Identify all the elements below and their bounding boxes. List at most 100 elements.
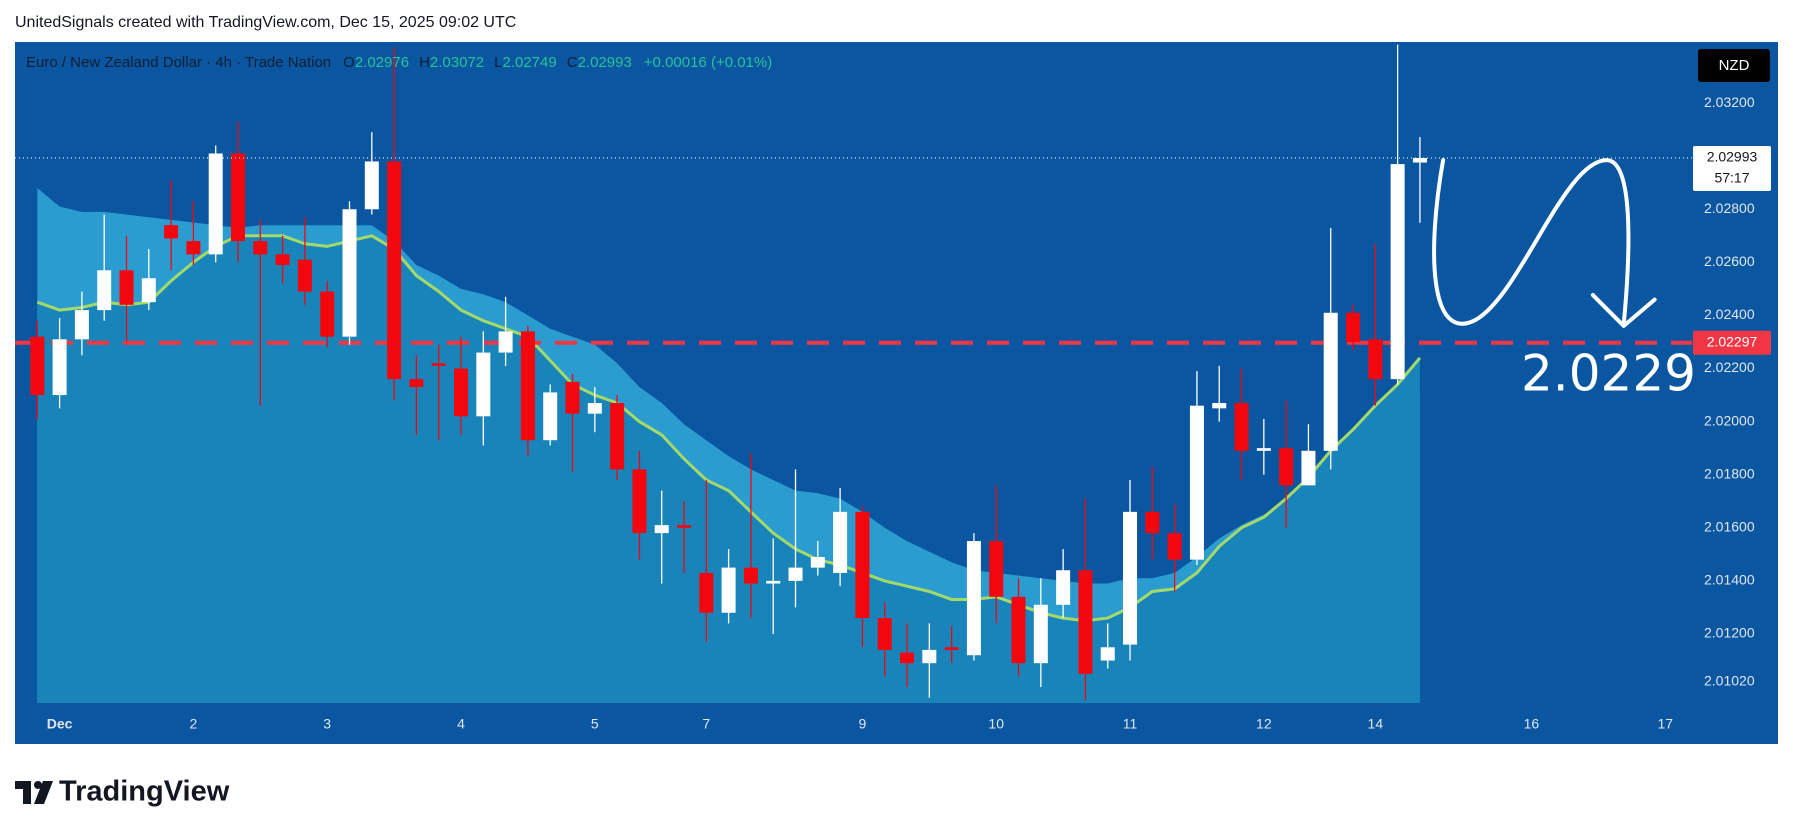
- candle-body: [1033, 604, 1048, 664]
- arrow-curve: [1432, 158, 1631, 326]
- candle-body: [186, 241, 201, 255]
- candle-body: [30, 336, 45, 396]
- y-tick-label: 2.01400: [1704, 572, 1755, 588]
- candle-body: [788, 567, 803, 581]
- legend-item: 2.02749: [502, 54, 556, 71]
- candle-body: [1256, 448, 1271, 451]
- candle-body: [855, 511, 870, 619]
- candle-body: [231, 153, 246, 242]
- candle-body: [1100, 647, 1115, 661]
- candle-body: [253, 241, 268, 255]
- candle-body: [1145, 511, 1160, 534]
- level-tag-label: 2.02297: [1707, 333, 1758, 349]
- legend-item: O: [343, 54, 355, 71]
- currency-badge: [1698, 49, 1770, 82]
- legend-item: Euro / New Zealand Dollar · 4h · Trade N…: [26, 54, 331, 71]
- legend-item: 2.02993: [578, 54, 632, 71]
- candle-body: [677, 525, 692, 528]
- x-tick-label: Dec: [47, 716, 73, 732]
- candle-body: [364, 161, 379, 210]
- candle-body: [141, 278, 156, 303]
- candle-body: [342, 209, 357, 337]
- ma-area: [37, 235, 1420, 704]
- candle-body: [520, 331, 535, 441]
- candle-body: [877, 618, 892, 650]
- logo: TradingView: [15, 776, 230, 808]
- legend-item: H: [419, 54, 430, 71]
- y-tick-label: 2.02200: [1704, 359, 1755, 375]
- legend-item: 2.03072: [430, 54, 484, 71]
- candle-body: [1234, 403, 1249, 451]
- candle-body: [1212, 403, 1227, 409]
- candle-body: [275, 254, 290, 265]
- candle-body: [320, 291, 335, 337]
- logo-text: TradingView: [59, 776, 230, 808]
- y-tick-label: 2.01020: [1704, 672, 1755, 688]
- x-tick-label: 10: [988, 716, 1004, 732]
- candle-body: [944, 647, 959, 650]
- candle-body: [1167, 533, 1182, 560]
- logo-icon: [15, 781, 53, 804]
- ma-line: [36, 234, 1422, 623]
- candle-body: [97, 270, 112, 311]
- legend-item: L: [494, 54, 502, 71]
- candle-body: [721, 567, 736, 613]
- candle-body: [476, 352, 491, 417]
- candle-body: [632, 469, 647, 534]
- countdown: 57:17: [1714, 170, 1749, 186]
- candle-body: [1346, 312, 1361, 342]
- y-tick-label: 2.03200: [1704, 94, 1755, 110]
- candle-body: [989, 541, 1004, 597]
- x-tick-label: 2: [190, 716, 198, 732]
- candle-body: [297, 259, 312, 292]
- level-tag: [1693, 330, 1771, 355]
- y-tick-label: 2.01600: [1704, 518, 1755, 534]
- candle-body: [387, 161, 402, 380]
- candle-body: [900, 652, 915, 664]
- x-tick-label: 16: [1524, 716, 1540, 732]
- candle-body: [922, 649, 937, 664]
- legend-item: C: [567, 54, 578, 71]
- candle-body: [431, 363, 446, 366]
- candle-body: [1301, 450, 1316, 486]
- attribution: UnitedSignals created with TradingView.c…: [15, 14, 516, 31]
- y-tick-label: 2.02600: [1704, 253, 1755, 269]
- logo-dot: [34, 781, 42, 789]
- x-tick-label: 17: [1657, 716, 1673, 732]
- candle-body: [1189, 405, 1204, 560]
- candle-body: [119, 270, 134, 305]
- candle-body: [587, 403, 602, 414]
- x-tick-label: 12: [1256, 716, 1272, 732]
- candle-body: [1011, 596, 1026, 664]
- y-tick-label: 2.02000: [1704, 412, 1755, 428]
- candle-body: [1368, 339, 1383, 380]
- candle-body: [74, 310, 89, 340]
- candle-body: [1078, 570, 1093, 674]
- candle-body: [1123, 511, 1138, 645]
- x-tick-label: 3: [323, 716, 331, 732]
- candle-body: [743, 567, 758, 584]
- x-tick-label: 11: [1123, 716, 1138, 732]
- candle-body: [164, 225, 179, 239]
- candle-body: [543, 392, 558, 441]
- x-tick-label: 14: [1368, 716, 1384, 732]
- candle-body: [833, 511, 848, 573]
- y-tick-label: 2.01800: [1704, 465, 1755, 481]
- legend: Euro / New Zealand Dollar · 4h · Trade N…: [26, 54, 772, 71]
- y-tick-label: 2.02800: [1704, 200, 1755, 216]
- currency: NZD: [1719, 57, 1750, 74]
- x-tick-label: 5: [591, 716, 599, 732]
- candle-body: [810, 556, 825, 568]
- legend-item: 2.02976: [355, 54, 409, 71]
- x-tick-label: 7: [702, 716, 710, 732]
- candle-body: [208, 153, 223, 255]
- candle-body: [1279, 448, 1294, 486]
- candle-body: [1323, 312, 1338, 451]
- candle-body: [766, 580, 781, 584]
- last-price-tag: [1693, 146, 1771, 192]
- arrow-drawing: [1432, 158, 1657, 328]
- legend-item: +0.00016 (+0.01%): [644, 54, 772, 71]
- x-tick-label: 4: [457, 716, 465, 732]
